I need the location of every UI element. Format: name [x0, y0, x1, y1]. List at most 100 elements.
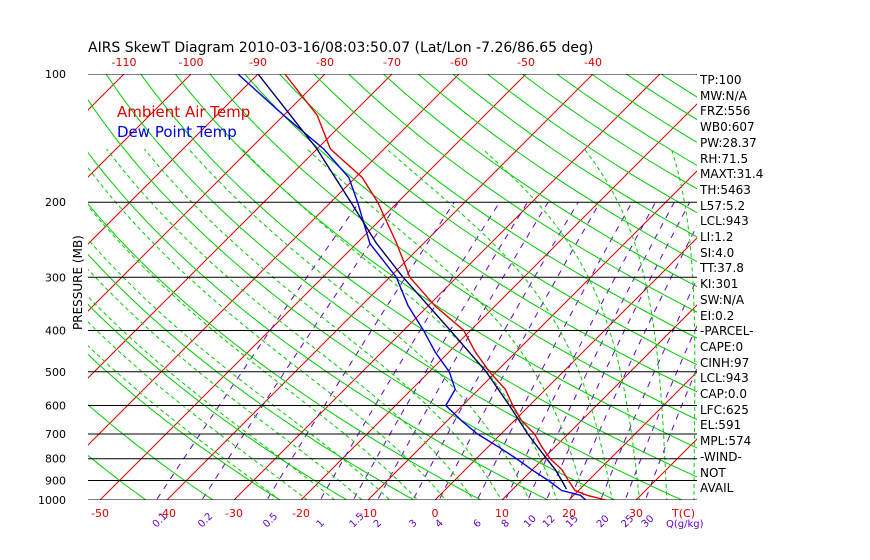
- isotherm-line: [501, 304, 697, 500]
- mixing-ratio-line: [600, 278, 697, 500]
- moist-adiabat-line: [584, 148, 668, 500]
- bottom-temp-tick-label: -30: [225, 507, 243, 520]
- mixing-ratio-line: [266, 201, 455, 500]
- index-entry: RH:71.5: [700, 151, 749, 166]
- moist-adiabat-line: [106, 148, 475, 500]
- pressure-tick-label: 900: [45, 475, 66, 488]
- pressure-axis: 100 200 300 400 500 600 700 800 900 1000: [38, 68, 66, 507]
- pressure-tick-label: 400: [45, 324, 66, 337]
- bottom-temp-tick-label: -20: [292, 507, 310, 520]
- mixing-ratio-line: [545, 201, 691, 500]
- chart-title: AIRS SkewT Diagram 2010-03-16/08:03:50.0…: [88, 40, 593, 56]
- dry-adiabat-lines: [88, 74, 870, 509]
- moist-adiabat-line: [306, 148, 586, 500]
- isotherm-line: [166, 74, 594, 500]
- bottom-temperature-axis: -50 -40 -30 -20 -10 0 10 20 30 T(C): [91, 507, 695, 520]
- isotherm-line: [88, 74, 393, 379]
- index-entry: LCL:943: [700, 214, 749, 229]
- mixing-ratio-line: [201, 201, 399, 500]
- index-entry: LCL:943: [700, 371, 749, 386]
- pressure-tick-label: 200: [45, 196, 66, 209]
- dry-adiabat-line: [88, 404, 214, 500]
- mixing-ratio-line: [624, 324, 697, 500]
- mixing-ratio-tick-label: 3: [407, 518, 419, 530]
- bottom-temp-tick-label: 30: [629, 507, 643, 520]
- index-entry: LFC:625: [700, 402, 749, 417]
- pressure-tick-label: 700: [45, 428, 66, 441]
- index-entry: LI:1.2: [700, 230, 734, 244]
- mixing-ratio-line: [155, 201, 360, 500]
- dry-adiabat-line: [105, 74, 684, 500]
- index-entry: KI:301: [700, 277, 739, 292]
- index-entry: SW:N/A: [700, 292, 745, 307]
- index-entry: TP:100: [700, 73, 742, 87]
- isotherm-line: [88, 74, 326, 312]
- isotherm-line: [568, 371, 697, 500]
- mixing-ratio-tick-label: 0.2: [196, 511, 215, 530]
- dry-adiabat-line: [765, 74, 870, 509]
- pressure-tick-label: 800: [45, 453, 66, 466]
- mixing-ratio-unit: Q(g/kg): [666, 519, 704, 530]
- top-temp-tick-label: -80: [316, 56, 334, 69]
- dry-adiabat-line: [209, 74, 697, 421]
- mixing-ratio-line: [527, 201, 675, 500]
- dry-adiabat-line: [88, 151, 550, 500]
- mixing-ratio-tick-label: 10: [522, 513, 539, 530]
- parcel-profile: [257, 74, 568, 490]
- index-entry: -WIND-: [700, 449, 742, 464]
- index-entry: PW:28.37: [700, 135, 757, 150]
- dry-adiabat-line: [279, 74, 697, 366]
- dry-adiabat-line: [88, 253, 415, 500]
- mixing-ratio-line: [644, 366, 697, 500]
- dry-adiabat-line: [834, 74, 870, 509]
- moist-adiabat-line: [482, 148, 641, 500]
- mixing-ratio-tick-label: 2: [372, 518, 384, 530]
- mixing-ratio-line: [569, 224, 697, 500]
- mixing-ratio-tick-label: 12: [541, 513, 558, 530]
- isotherm-line: [88, 74, 259, 245]
- mixing-ratio-line: [504, 201, 656, 500]
- isotherm-line: [88, 74, 460, 446]
- dry-adiabat-line: [487, 74, 697, 214]
- legend: Ambient Air Temp Dew Point Temp: [117, 103, 250, 141]
- dry-adiabat-line: [244, 74, 697, 393]
- dew-point-temp-profile: [237, 74, 587, 500]
- moist-adiabat-line: [188, 148, 530, 500]
- dry-adiabat-line: [383, 74, 697, 288]
- mixing-ratio-tick-label: 1: [315, 518, 327, 530]
- index-entry: L57:5.2: [700, 198, 746, 213]
- dry-adiabat-line: [88, 99, 617, 500]
- dry-adiabat-line: [88, 303, 348, 500]
- index-entry: TT:37.8: [700, 261, 744, 276]
- pressure-tick-label: 100: [45, 68, 66, 81]
- moist-adiabat-lines: [88, 148, 696, 500]
- mixing-ratio-tick-label: 20: [595, 513, 612, 530]
- top-temp-tick-label: -60: [450, 56, 468, 69]
- top-temp-tick-label: -90: [249, 56, 267, 69]
- dry-adiabat-line: [88, 353, 281, 500]
- top-temp-tick-label: -100: [179, 56, 204, 69]
- bottom-temp-tick-label: -50: [91, 507, 109, 520]
- index-entry: TH:5463: [700, 182, 751, 197]
- dry-adiabat-line: [174, 74, 697, 449]
- top-temp-tick-label: -70: [383, 56, 401, 69]
- isotherm-line: [770, 74, 870, 500]
- bottom-axis-unit: T(C): [671, 507, 695, 520]
- index-entry: CAP:0.0: [700, 387, 747, 401]
- pressure-tick-label: 300: [45, 271, 66, 284]
- index-entry: EL:591: [700, 418, 742, 433]
- dry-adiabat-line: [521, 74, 697, 190]
- pressure-tick-label: 500: [45, 366, 66, 379]
- index-entry: AVAIL: [700, 481, 734, 496]
- index-entry: FRZ:556: [700, 104, 751, 119]
- index-entry: CAPE:0: [700, 339, 744, 354]
- mixing-ratio-line: [319, 201, 501, 500]
- bottom-temp-tick-label: -40: [158, 507, 176, 520]
- isobar-lines: [88, 74, 697, 500]
- isotherm-line: [837, 74, 870, 500]
- moist-adiabat-line: [143, 148, 502, 500]
- mixing-ratio-line: [352, 201, 529, 500]
- bottom-temp-tick-label: 0: [432, 507, 439, 520]
- mixing-ratio-line: [412, 201, 579, 500]
- index-entry: CINH:97: [700, 355, 750, 370]
